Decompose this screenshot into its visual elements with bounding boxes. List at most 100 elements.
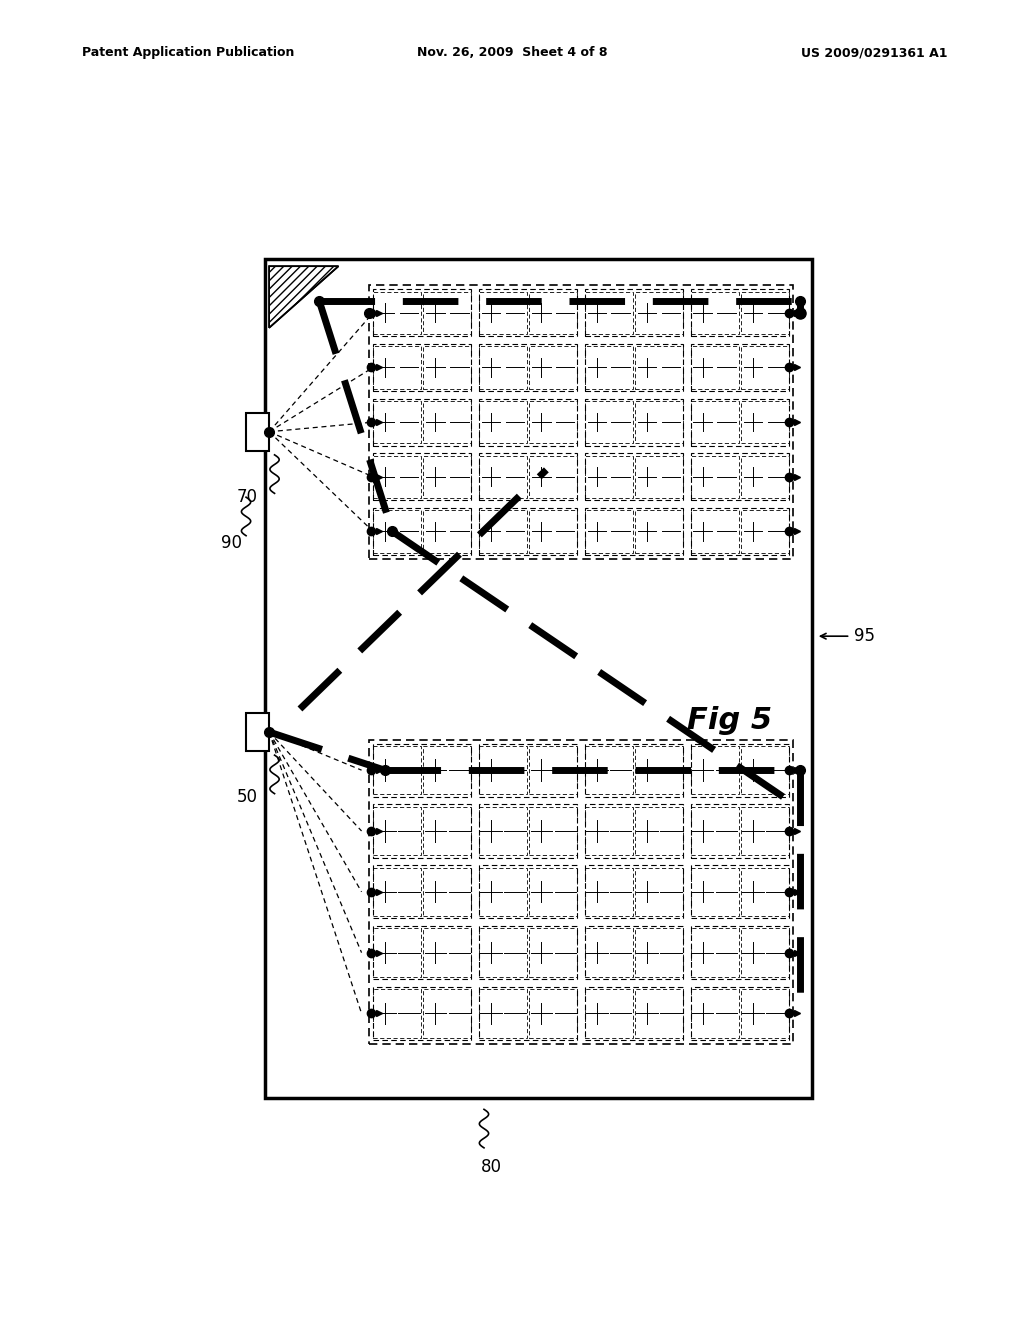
Bar (585, 807, 633, 855)
Bar (691, 346, 738, 388)
Bar (585, 743, 683, 797)
Text: US 2009/0291361 A1: US 2009/0291361 A1 (801, 46, 947, 59)
Bar (373, 508, 471, 554)
Bar (585, 345, 683, 391)
Bar (423, 928, 471, 977)
Bar (373, 804, 471, 858)
Bar (691, 289, 788, 337)
Bar (373, 511, 421, 553)
Bar (585, 866, 683, 919)
Bar (423, 867, 471, 916)
Bar (691, 746, 738, 795)
Polygon shape (269, 267, 339, 327)
Bar (691, 455, 738, 498)
Bar (691, 511, 738, 553)
Bar (373, 345, 471, 391)
Bar (585, 399, 683, 446)
Bar (479, 928, 527, 977)
Bar (585, 289, 683, 337)
Bar (691, 743, 788, 797)
Bar (529, 807, 578, 855)
Bar (741, 989, 788, 1038)
Bar (635, 455, 683, 498)
Bar (479, 866, 578, 919)
Bar (479, 455, 527, 498)
Bar (635, 511, 683, 553)
Bar (529, 455, 578, 498)
Bar (635, 401, 683, 444)
Bar (585, 927, 683, 979)
Bar (741, 511, 788, 553)
Bar (373, 866, 471, 919)
Bar (373, 743, 471, 797)
Bar (585, 928, 633, 977)
Bar (423, 455, 471, 498)
Bar (529, 989, 578, 1038)
Bar (585, 453, 683, 500)
Bar (423, 746, 471, 795)
Bar (585, 292, 633, 334)
Bar (370, 739, 793, 1044)
Bar (741, 346, 788, 388)
Bar (479, 746, 527, 795)
Bar (741, 746, 788, 795)
Bar (529, 346, 578, 388)
Bar (373, 289, 471, 337)
Text: 70: 70 (237, 488, 258, 506)
Bar (479, 511, 527, 553)
Bar (691, 508, 788, 554)
Bar (373, 346, 421, 388)
Bar (635, 346, 683, 388)
Bar (635, 807, 683, 855)
Bar (585, 455, 633, 498)
Bar (691, 399, 788, 446)
Bar (691, 345, 788, 391)
Bar (585, 508, 683, 554)
Bar (691, 401, 738, 444)
Bar (479, 927, 578, 979)
Bar (691, 804, 788, 858)
Bar (479, 401, 527, 444)
Bar (479, 289, 578, 337)
Bar (479, 987, 578, 1040)
Bar (373, 807, 421, 855)
Bar (691, 807, 738, 855)
Bar (529, 867, 578, 916)
Bar (370, 285, 793, 558)
Bar (691, 987, 788, 1040)
Bar (373, 867, 421, 916)
Bar (479, 508, 578, 554)
Bar (479, 399, 578, 446)
Bar (741, 401, 788, 444)
Bar (423, 807, 471, 855)
Bar (373, 927, 471, 979)
Bar (529, 746, 578, 795)
Bar (479, 807, 527, 855)
Bar (423, 989, 471, 1038)
Bar (635, 867, 683, 916)
Text: 80: 80 (481, 1158, 502, 1176)
Bar (635, 292, 683, 334)
Bar (479, 743, 578, 797)
Bar (479, 292, 527, 334)
Bar (691, 928, 738, 977)
Text: Nov. 26, 2009  Sheet 4 of 8: Nov. 26, 2009 Sheet 4 of 8 (417, 46, 607, 59)
Bar (479, 989, 527, 1038)
Bar (585, 746, 633, 795)
Bar (585, 401, 633, 444)
Bar (741, 928, 788, 977)
Bar (479, 345, 578, 391)
Bar (585, 867, 633, 916)
Bar (265, 259, 812, 1098)
Text: 95: 95 (854, 627, 876, 645)
Bar (635, 989, 683, 1038)
Bar (635, 746, 683, 795)
Bar (691, 866, 788, 919)
Bar (479, 804, 578, 858)
Bar (423, 511, 471, 553)
Bar (246, 713, 269, 751)
Bar (585, 346, 633, 388)
Bar (741, 292, 788, 334)
Text: Patent Application Publication: Patent Application Publication (82, 46, 294, 59)
Bar (741, 455, 788, 498)
